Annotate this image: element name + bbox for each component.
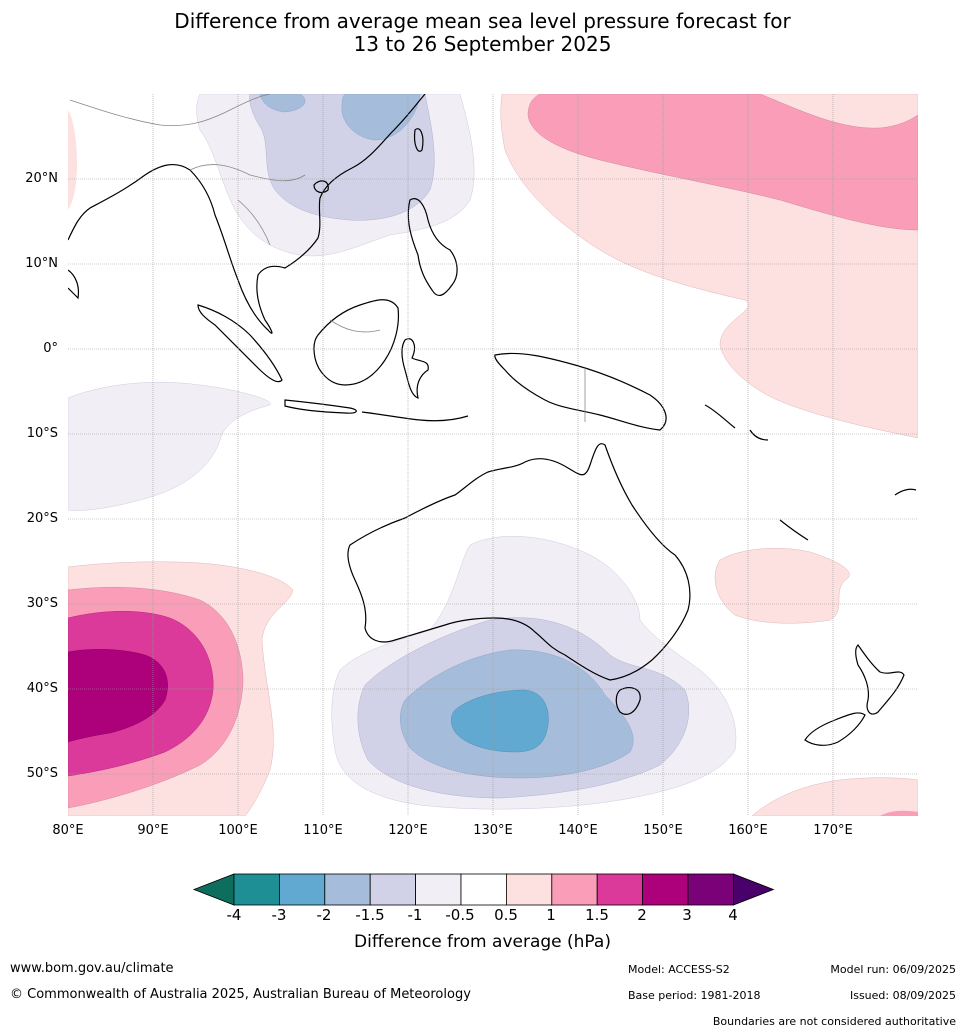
colorbar-tick: 1 [546,906,556,924]
lon-label-90e: 90°E [137,823,169,838]
coast-new-caledonia [779,519,809,541]
coast-asia-mainland [68,94,426,334]
coast-borneo [313,299,400,386]
coast-hainan [313,180,329,194]
anomaly-pos-2-sw-indian [68,649,168,743]
colorbar-tick: -2 [316,906,332,924]
anomaly-pos-0.5-west-edge [68,110,78,210]
coast-philippines [407,198,458,297]
colorbar-tick: 4 [728,906,738,924]
colorbar-tick: -1.5 [355,906,385,924]
colorbar-tick: 0.5 [494,906,518,924]
lat-label-20n: 20°N [25,171,58,186]
lon-label-80e: 80°E [52,823,84,838]
anomaly-neg-0.5-indian-ocean [68,382,271,511]
lon-label-110e: 110°E [303,823,343,838]
lat-label-50s: 50°S [26,766,58,781]
coast-fiji [894,488,917,496]
coast-lesser-sundas [361,411,469,422]
coast-sumatra [197,304,283,383]
coast-nz-north [855,644,905,715]
lat-label-10n: 10°N [25,256,58,271]
footer-base-period: Base period: 1981-2018 [628,989,761,1002]
lat-label-10s: 10°S [26,426,58,441]
coast-solomon [704,404,736,429]
footer-issued: Issued: 08/09/2025 [849,989,956,1002]
lat-label-40s: 40°S [26,681,58,696]
coast-australia [347,443,691,681]
coast-tasmania [615,687,641,715]
lat-label-30s: 30°S [26,596,58,611]
chart-title: Difference from average mean sea level p… [0,10,965,56]
colorbar-tick: -4 [226,906,242,924]
coast-new-guinea [494,352,667,431]
anomaly-neg-1.5-asia [259,94,421,141]
lon-label-130e: 130°E [473,823,513,838]
anomaly-pos-0.5-southeast [751,777,918,816]
footer-model-run: Model run: 06/09/2025 [830,963,956,976]
colorbar-label: Difference from average (hPa) [354,932,611,952]
lon-label-120e: 120°E [388,823,428,838]
colorbar-tick: -0.5 [445,906,475,924]
anomaly-neg-2-southern-australia [451,689,549,753]
coast-india [68,269,80,300]
coast-taiwan [413,128,424,152]
footer-website[interactable]: www.bom.gov.au/climate [10,961,174,976]
title-line-1: Difference from average mean sea level p… [174,9,791,33]
coastlines [68,94,917,746]
coast-vanuatu [749,429,769,441]
colorbar-tick: 2 [637,906,647,924]
anomaly-pos-0.5-tasman [714,548,850,624]
coast-nz-south [804,712,866,746]
coast-sulawesi [401,338,429,399]
footer-disclaimer: Boundaries are not considered authoritat… [712,1015,956,1028]
colorbar-tick: 3 [682,906,692,924]
anomaly-pos-1-north-pacific [527,94,918,231]
colorbar-tick: -1 [407,906,423,924]
lon-label-140e: 140°E [558,823,598,838]
coast-java [284,399,357,414]
lon-label-170e: 170°E [813,823,853,838]
lat-label-20s: 20°S [26,511,58,526]
lon-label-150e: 150°E [643,823,683,838]
title-line-2: 13 to 26 September 2025 [353,32,612,56]
lon-label-160e: 160°E [728,823,768,838]
lon-label-100e: 100°E [218,823,258,838]
footer-model: Model: ACCESS-S2 [628,963,730,976]
footer-copyright: © Commonwealth of Australia 2025, Austra… [10,987,471,1002]
lat-label-0: 0° [43,341,58,356]
colorbar-tick: -3 [271,906,287,924]
anomaly-pos-1-southeast [880,810,918,816]
country-borders [69,94,586,422]
colorbar-tick: 1.5 [585,906,609,924]
gridlines [68,94,918,816]
